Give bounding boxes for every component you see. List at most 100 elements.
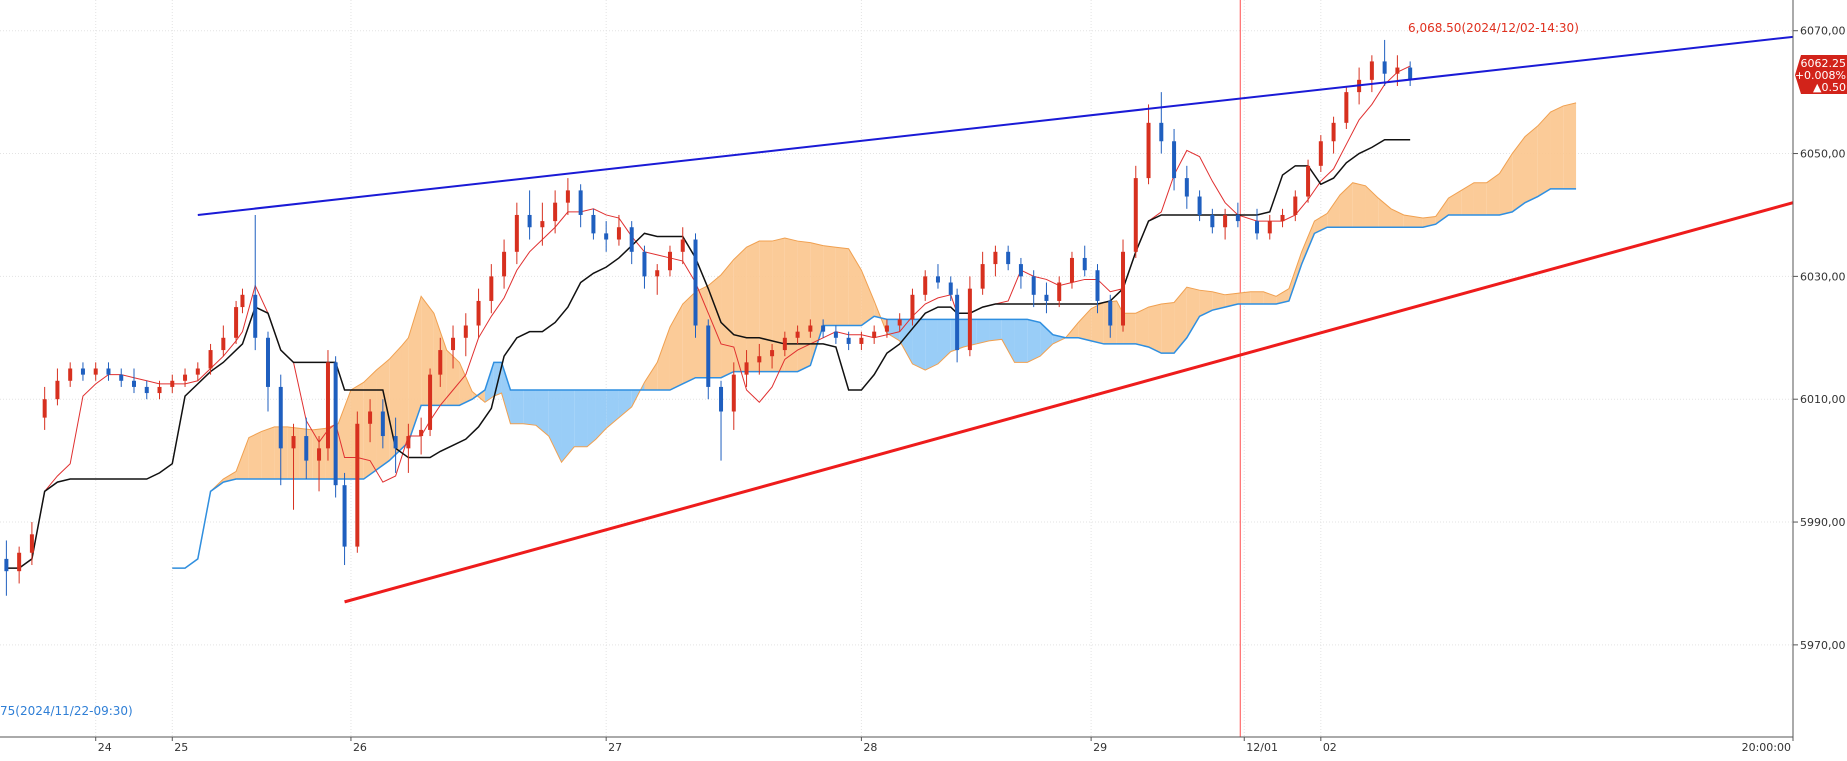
cloud-segment bbox=[1327, 194, 1340, 228]
cloud-segment bbox=[733, 247, 747, 372]
candle-body bbox=[1369, 61, 1374, 80]
candle-body bbox=[578, 190, 583, 215]
cloud-segment bbox=[772, 237, 785, 372]
candle-body bbox=[1108, 300, 1113, 326]
cloud-segment bbox=[1352, 182, 1366, 228]
cloud-segment bbox=[587, 389, 596, 447]
cloud-segment bbox=[784, 237, 798, 372]
candle-body bbox=[438, 350, 443, 375]
candle-body bbox=[4, 558, 9, 572]
cloud-segment bbox=[937, 319, 951, 364]
candle-body bbox=[368, 411, 373, 424]
candle-body bbox=[821, 325, 826, 332]
candle-body bbox=[380, 411, 385, 437]
cloud-segment bbox=[1461, 182, 1474, 215]
cloud-segment bbox=[446, 350, 460, 406]
y-tick-label: 5990,00 bbox=[1800, 516, 1846, 529]
candle-body bbox=[221, 337, 226, 351]
cloud-segment bbox=[1563, 102, 1577, 189]
x-tick-label: 25 bbox=[174, 741, 188, 754]
candle-body bbox=[68, 368, 73, 381]
candle-body bbox=[706, 325, 711, 387]
cloud-segment bbox=[1174, 287, 1187, 354]
current-price-badge: 6062.25 +0.008% ▲0.50 bbox=[1795, 55, 1847, 94]
candle-body bbox=[428, 374, 433, 430]
candle-body bbox=[629, 227, 634, 252]
cloud-segment bbox=[989, 319, 1002, 341]
cloud-segment bbox=[1403, 214, 1423, 228]
candle-body bbox=[935, 276, 940, 283]
candle-body bbox=[208, 350, 213, 369]
candle-body bbox=[1069, 257, 1074, 283]
y-tick-label: 6070,00 bbox=[1800, 25, 1846, 38]
candle-body bbox=[1095, 270, 1100, 301]
candle-body bbox=[42, 399, 47, 418]
candle-body bbox=[565, 190, 570, 203]
candle-body bbox=[240, 294, 245, 308]
candle-body bbox=[1018, 264, 1023, 277]
x-tick-label: 20:00:00 bbox=[1742, 741, 1791, 754]
cloud-segment bbox=[484, 362, 494, 403]
cloud-segment bbox=[746, 241, 760, 372]
candle-body bbox=[910, 294, 915, 320]
cloud-segment bbox=[682, 291, 696, 384]
candle-body bbox=[846, 337, 851, 344]
cloud-segment bbox=[1186, 287, 1200, 338]
trendlines bbox=[197, 35, 1794, 604]
cloud-segment bbox=[708, 274, 722, 378]
cloud-segment bbox=[886, 319, 900, 341]
candle-body bbox=[591, 214, 596, 234]
candle-body bbox=[833, 331, 838, 338]
candle-body bbox=[253, 294, 258, 338]
candle-body bbox=[1382, 61, 1387, 74]
candle-body bbox=[170, 380, 175, 387]
y-tick-label: 6030,00 bbox=[1800, 270, 1846, 283]
candle-body bbox=[1344, 92, 1349, 123]
candle-body bbox=[1306, 165, 1311, 197]
candles bbox=[4, 39, 1413, 596]
cloud-segment bbox=[501, 362, 511, 424]
cloud-segment bbox=[861, 270, 875, 326]
candle-body bbox=[1146, 122, 1151, 179]
cloud-segment bbox=[1001, 319, 1015, 363]
candle-body bbox=[719, 386, 724, 412]
cloud-segment bbox=[574, 389, 588, 447]
cloud-segment bbox=[1027, 319, 1041, 363]
candle-body bbox=[859, 337, 864, 344]
upper-trendline bbox=[197, 35, 1794, 216]
candle-body bbox=[967, 288, 972, 351]
cloud-segment bbox=[1078, 308, 1092, 341]
candle-body bbox=[1006, 251, 1011, 265]
x-tick-label: 02 bbox=[1323, 741, 1337, 754]
candle-body bbox=[1395, 67, 1400, 74]
candle-body bbox=[1172, 141, 1177, 179]
candle-body bbox=[782, 337, 787, 351]
candle-body bbox=[355, 423, 360, 547]
cloud-segment bbox=[1525, 125, 1538, 203]
cloud-segment bbox=[669, 304, 683, 390]
candle-body bbox=[1197, 196, 1202, 215]
x-tick-label: 26 bbox=[353, 741, 367, 754]
cloud-segment bbox=[338, 389, 351, 480]
candle-body bbox=[17, 552, 22, 572]
candle-body bbox=[680, 239, 685, 252]
y-tick-label: 5970,00 bbox=[1800, 639, 1846, 652]
cloud-segment bbox=[1148, 304, 1162, 354]
cloud-segment bbox=[976, 319, 990, 344]
candle-body bbox=[342, 485, 347, 547]
candle-body bbox=[502, 251, 507, 277]
candle-body bbox=[406, 436, 411, 449]
candle-body bbox=[183, 374, 188, 381]
candle-body bbox=[55, 380, 60, 400]
candle-body bbox=[642, 251, 647, 277]
cloud-segment bbox=[1473, 182, 1487, 215]
candle-body bbox=[195, 368, 200, 375]
candle-body bbox=[655, 270, 660, 277]
cloud-segment bbox=[1161, 302, 1175, 354]
cloud-segment bbox=[848, 248, 862, 326]
cloud-segment bbox=[721, 259, 734, 378]
cloud-segment bbox=[644, 362, 658, 390]
candle-body bbox=[872, 331, 877, 338]
candle-body bbox=[553, 202, 558, 222]
